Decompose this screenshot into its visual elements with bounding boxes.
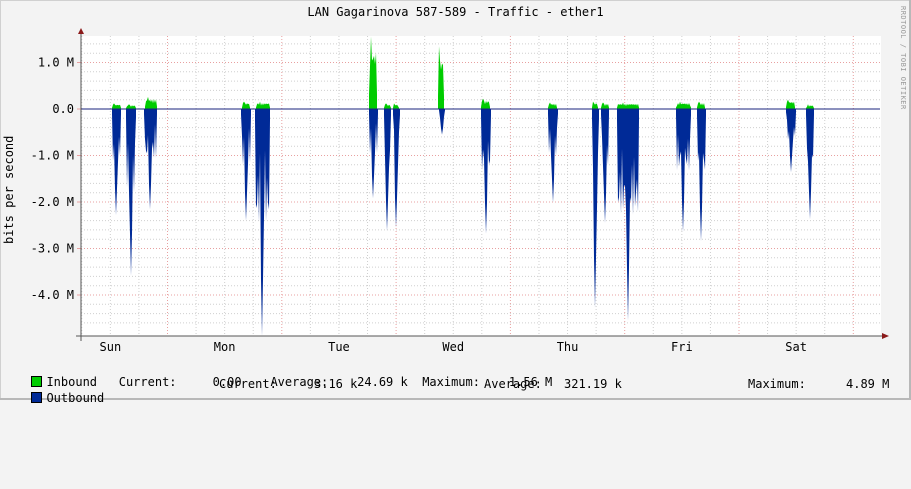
- outbound-area: [384, 109, 391, 231]
- inbound-area: [256, 101, 270, 109]
- outbound-average-value: 321.19 k: [564, 377, 622, 391]
- inbound-area: [697, 101, 705, 109]
- outbound-area: [548, 109, 558, 203]
- outbound-area: [806, 109, 814, 220]
- x-tick-label-thu: Thu: [557, 340, 579, 354]
- inbound-maximum-value: 1.56 M: [508, 375, 553, 389]
- y-tick-label: -1.0 M: [31, 149, 74, 163]
- outbound-area: [592, 109, 599, 308]
- outbound-label: Outbound: [46, 391, 105, 405]
- inbound-area: [393, 103, 399, 109]
- y-axis-ticks: 1.0 M 0.0 -1.0 M -2.0 M -3.0 M -4.0 M: [31, 56, 81, 302]
- inbound-color-swatch: [31, 376, 43, 387]
- y-tick-label: 1.0 M: [38, 56, 74, 70]
- y-tick-label: -4.0 M: [31, 288, 74, 302]
- inbound-area: [242, 101, 250, 109]
- frame-border-top: [0, 0, 911, 1]
- x-tick-label-sun: Sun: [100, 340, 122, 354]
- inbound-area: [126, 104, 136, 109]
- traffic-chart: 1.0 M 0.0 -1.0 M -2.0 M -3.0 M -4.0 M Sun Mon T…: [31, 28, 889, 354]
- inbound-current-value: 0.00: [212, 375, 242, 389]
- x-tick-label-tue: Tue: [328, 340, 350, 354]
- rrdtool-watermark: RRDTOOL / TOBI OETIKER: [899, 6, 907, 110]
- inbound-average-label: Average:: [270, 375, 329, 389]
- outbound-maximum-value: 4.89 M: [846, 377, 890, 391]
- y-tick-label: -2.0 M: [31, 195, 74, 209]
- outbound-area: [255, 109, 270, 336]
- inbound-maximum-label: Maximum:: [422, 375, 480, 389]
- outbound-current-value: 3.16 k: [314, 377, 358, 391]
- y-tick-label: -3.0 M: [31, 242, 74, 256]
- x-tick-label-fri: Fri: [671, 340, 693, 354]
- inbound-area: [548, 102, 557, 109]
- inbound-average-value: 24.69 k: [357, 375, 408, 389]
- x-tick-label-mon: Mon: [214, 340, 236, 354]
- outbound-area: [144, 109, 157, 210]
- inbound-area: [592, 101, 598, 109]
- outbound-area: [617, 109, 639, 321]
- inbound-area: [617, 102, 639, 109]
- outbound-area: [241, 109, 251, 221]
- graph-frame: [0, 0, 911, 400]
- traffic-areas: [112, 36, 814, 336]
- outbound-current-label: Current:: [219, 377, 277, 391]
- x-tick-label-wed: Wed: [442, 340, 464, 354]
- inbound-area: [481, 98, 490, 109]
- inbound-area: [112, 103, 121, 109]
- inbound-area: [384, 103, 391, 109]
- outbound-area: [126, 109, 136, 276]
- inbound-area: [369, 36, 377, 109]
- inbound-area: [438, 46, 444, 109]
- outbound-area: [393, 109, 400, 228]
- legend-inbound: Inbound Current: 0.00 Average: 24.69 k M…: [17, 361, 552, 389]
- outbound-average-label: Average:: [484, 377, 542, 391]
- outbound-area: [697, 109, 706, 242]
- outbound-area: [786, 109, 796, 173]
- y-tick-label: 0.0: [52, 102, 74, 116]
- outbound-area: [676, 109, 691, 232]
- outbound-area: [369, 109, 378, 199]
- chart-title: LAN Gagarinova 587-589 - Traffic - ether…: [307, 5, 604, 19]
- outbound-color-swatch: [31, 392, 43, 403]
- inbound-area: [145, 96, 157, 109]
- inbound-label: Inbound: [46, 375, 98, 389]
- grid-lines: [81, 36, 880, 336]
- x-axis-arrow-icon: [882, 333, 889, 339]
- inbound-current-label: Current:: [118, 375, 177, 389]
- outbound-area: [439, 109, 445, 135]
- inbound-area: [601, 102, 609, 109]
- outbound-area: [481, 109, 491, 234]
- y-axis-arrow-icon: [78, 28, 84, 34]
- inbound-area: [676, 101, 691, 109]
- frame-border-left: [0, 0, 1, 400]
- x-tick-label-sat: Sat: [785, 340, 807, 354]
- outbound-maximum-label: Maximum:: [748, 377, 806, 391]
- inbound-area: [806, 104, 814, 109]
- inbound-area: [786, 99, 795, 109]
- outbound-area: [112, 109, 121, 215]
- outbound-area: [601, 109, 609, 223]
- x-axis-ticks: Sun Mon Tue Wed Thu Fri Sat: [100, 340, 807, 354]
- legend-outbound: Outbound Current: 3.16 k Average: 321.19…: [17, 377, 897, 489]
